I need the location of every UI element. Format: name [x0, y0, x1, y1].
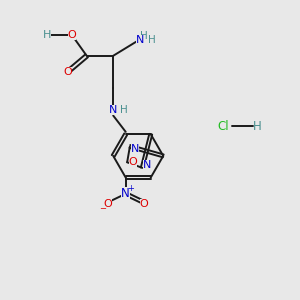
Text: H: H [120, 105, 128, 115]
Text: H: H [43, 30, 51, 40]
Text: N: N [143, 160, 152, 170]
Text: H: H [253, 120, 262, 133]
Text: O: O [103, 199, 112, 209]
Text: N: N [131, 144, 139, 154]
Text: N: N [136, 34, 144, 45]
Text: O: O [140, 199, 148, 209]
Text: O: O [129, 157, 137, 167]
Text: −: − [99, 204, 106, 213]
Text: N: N [109, 105, 117, 115]
Text: N: N [121, 187, 130, 200]
Text: H: H [148, 35, 156, 45]
Text: O: O [63, 67, 72, 77]
Text: +: + [127, 184, 134, 193]
Text: Cl: Cl [218, 120, 230, 133]
Text: H: H [140, 31, 148, 41]
Text: O: O [68, 30, 76, 40]
